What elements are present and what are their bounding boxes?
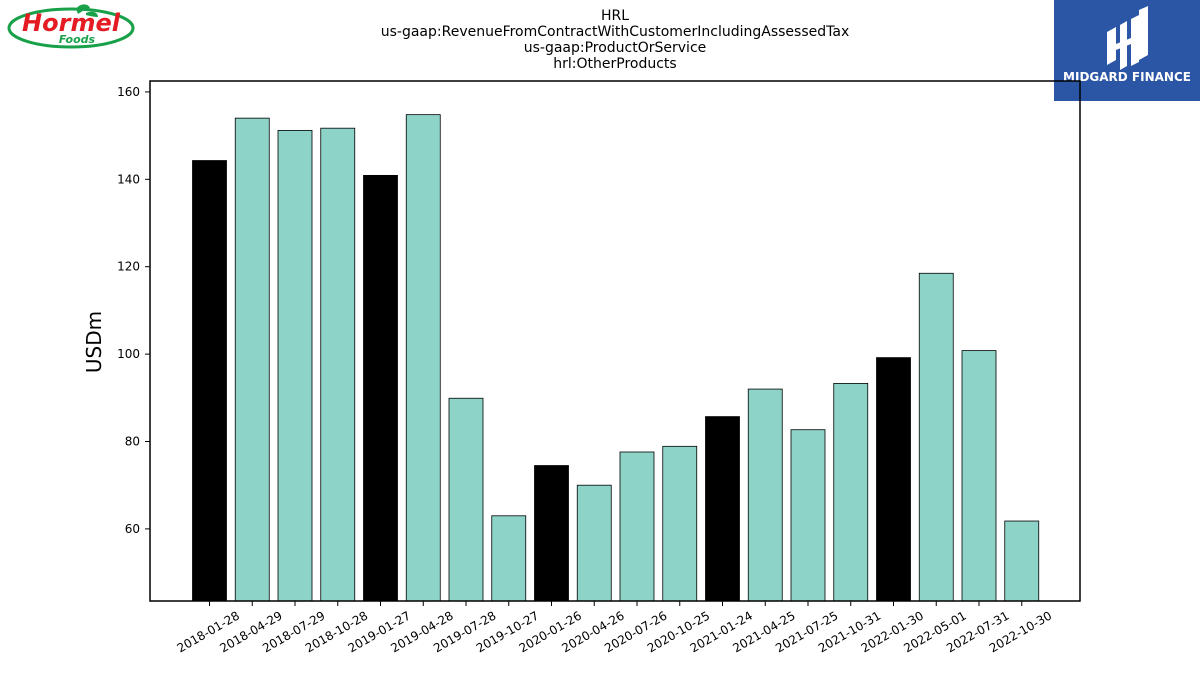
chart-title-line-2: us-gaap:RevenueFromContractWithCustomerI… <box>381 24 850 40</box>
bar-2022-07-31 <box>961 350 997 602</box>
bar-2019-07-28 <box>448 397 484 602</box>
bar-2018-10-28 <box>320 127 356 602</box>
bar-2018-04-29 <box>234 117 270 602</box>
bar-2022-05-01 <box>918 272 954 602</box>
chart-title: HRL us-gaap:RevenueFromContractWithCusto… <box>381 8 850 72</box>
y-tick-label: 140 <box>117 172 140 186</box>
y-axis-label: USDm <box>82 311 106 373</box>
bar-2020-07-26 <box>619 451 655 602</box>
bar-2019-10-27 <box>491 515 527 602</box>
chart-title-line-3: us-gaap:ProductOrService <box>524 40 707 56</box>
bar-2022-10-30 <box>1004 520 1040 602</box>
y-tick-label: 100 <box>117 347 140 361</box>
y-tick-label: 120 <box>117 260 140 274</box>
y-tick-label: 80 <box>125 435 140 449</box>
y-axis: 60 80 100 120 140 160 <box>117 85 150 536</box>
x-axis: 2018-01-282018-04-292018-07-292018-10-28… <box>175 601 1054 655</box>
y-tick-label: 160 <box>117 85 140 99</box>
bar-2020-01-26 <box>534 465 569 602</box>
y-tick-label: 60 <box>125 522 140 536</box>
bar-2021-01-24 <box>705 416 740 602</box>
bar-2021-04-25 <box>747 388 783 602</box>
bar-2022-01-30 <box>876 357 911 602</box>
chart-title-line-4: hrl:OtherProducts <box>553 56 676 72</box>
bar-2020-10-25 <box>662 445 698 602</box>
publisher-mark-icon <box>1107 6 1148 70</box>
chart-title-line-1: HRL <box>601 8 629 24</box>
bar-2021-10-31 <box>833 382 869 602</box>
company-logo-text: Hormel <box>22 9 121 37</box>
publisher-logo-text: MIDGARD FINANCE <box>1063 70 1191 84</box>
bar-2020-04-26 <box>576 484 612 602</box>
publisher-logo: MIDGARD FINANCE <box>1054 0 1200 101</box>
plot-frame <box>149 80 1081 602</box>
bar-2018-07-29 <box>277 129 313 602</box>
company-logo: Hormel Foods <box>7 4 135 49</box>
bar-2021-07-25 <box>790 429 826 602</box>
bar-2018-01-28 <box>192 160 227 602</box>
bar-series <box>192 114 1040 602</box>
company-logo-subtext: Foods <box>59 33 96 46</box>
bar-2019-01-27 <box>363 174 398 602</box>
bar-2019-04-28 <box>405 114 441 602</box>
